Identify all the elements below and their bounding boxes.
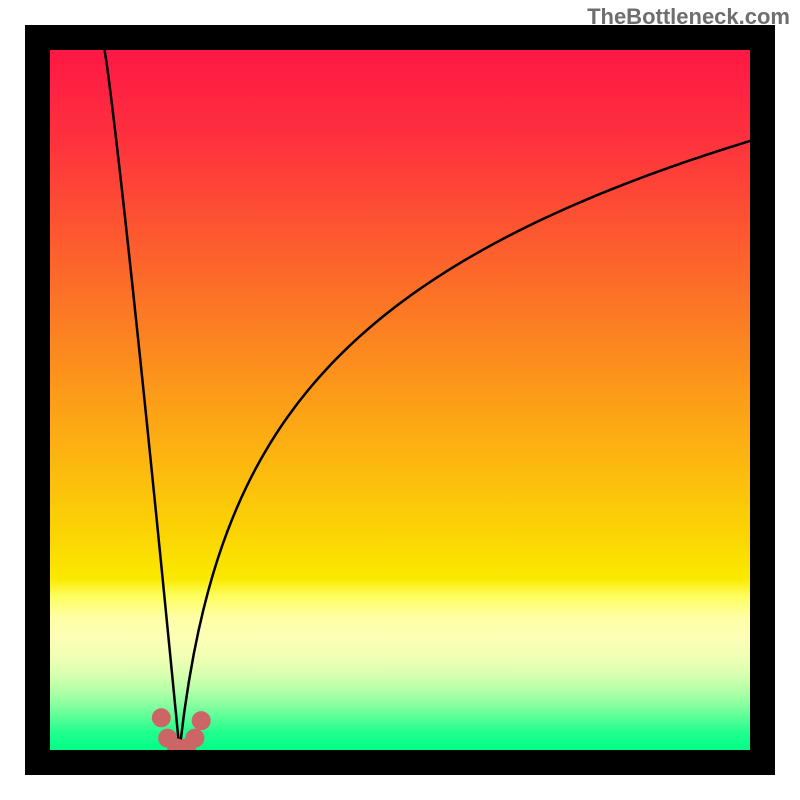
watermark-text: TheBottleneck.com: [587, 4, 790, 30]
chart-container: TheBottleneck.com: [0, 0, 800, 800]
bottleneck-chart: [0, 0, 800, 800]
